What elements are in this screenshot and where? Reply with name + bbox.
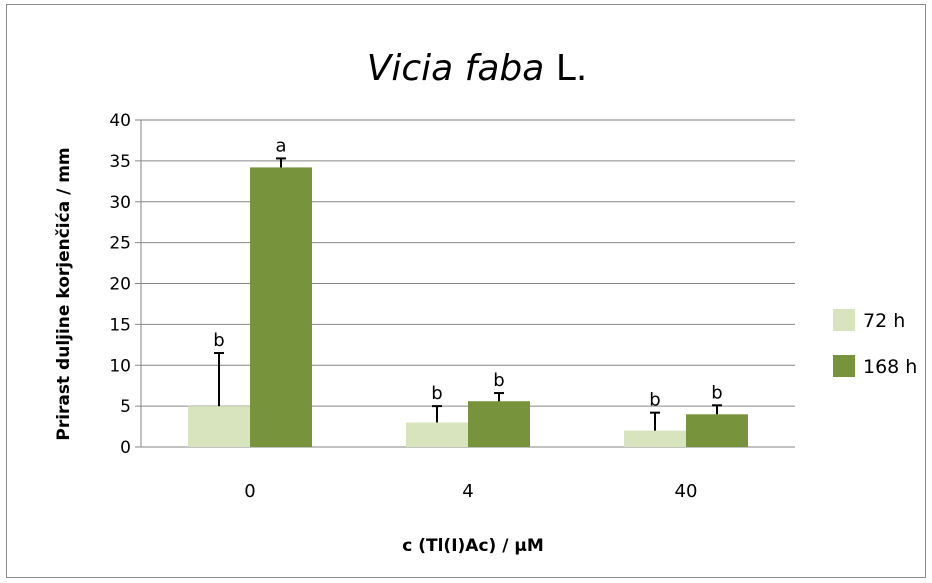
bar-168h-40 [686,414,748,447]
significance-letter: a [275,135,286,156]
y-axis-label: Prirast duljine korjenčića / mm [54,147,74,440]
chart-title-normal: L. [556,48,588,89]
y-tick-label: 10 [109,356,131,376]
legend-label: 168 h [863,356,917,378]
y-tick-label: 30 [109,193,131,213]
x-tick-label: 0 [244,481,255,502]
labels: b a b b b b [213,135,722,410]
legend: 72 h 168 h [833,309,917,378]
significance-letter: b [711,382,722,403]
y-tick-label: 20 [109,275,131,295]
chart-title: Vicia faba L. [367,48,588,89]
significance-letter: b [649,390,660,411]
bar-72h-0 [188,406,250,447]
chart-title-italic: Vicia faba [367,48,545,89]
significance-letter: b [213,330,224,351]
legend-label: 72 h [863,310,905,332]
bar-168h-0 [250,167,312,448]
x-axis-label: c (Tl(I)Ac) / µM [402,536,544,556]
y-tick-label: 25 [109,234,131,254]
y-tick-label: 15 [109,315,131,335]
legend-swatch [833,355,855,377]
significance-letter: b [431,383,442,404]
bar-72h-40 [624,430,686,447]
x-tick-label: 40 [675,481,698,502]
legend-swatch [833,309,855,331]
bars [188,157,748,448]
grid-lines [141,119,795,407]
y-tick-label: 5 [120,397,131,417]
y-tick-label: 0 [120,438,131,458]
y-tick-label: 35 [109,152,131,172]
chart-title-space [544,48,555,89]
bar-168h-4 [468,401,530,447]
y-tick-label: 40 [109,111,131,131]
x-tick-label: 4 [462,481,473,502]
significance-letter: b [493,370,504,391]
bar-72h-4 [406,422,468,447]
